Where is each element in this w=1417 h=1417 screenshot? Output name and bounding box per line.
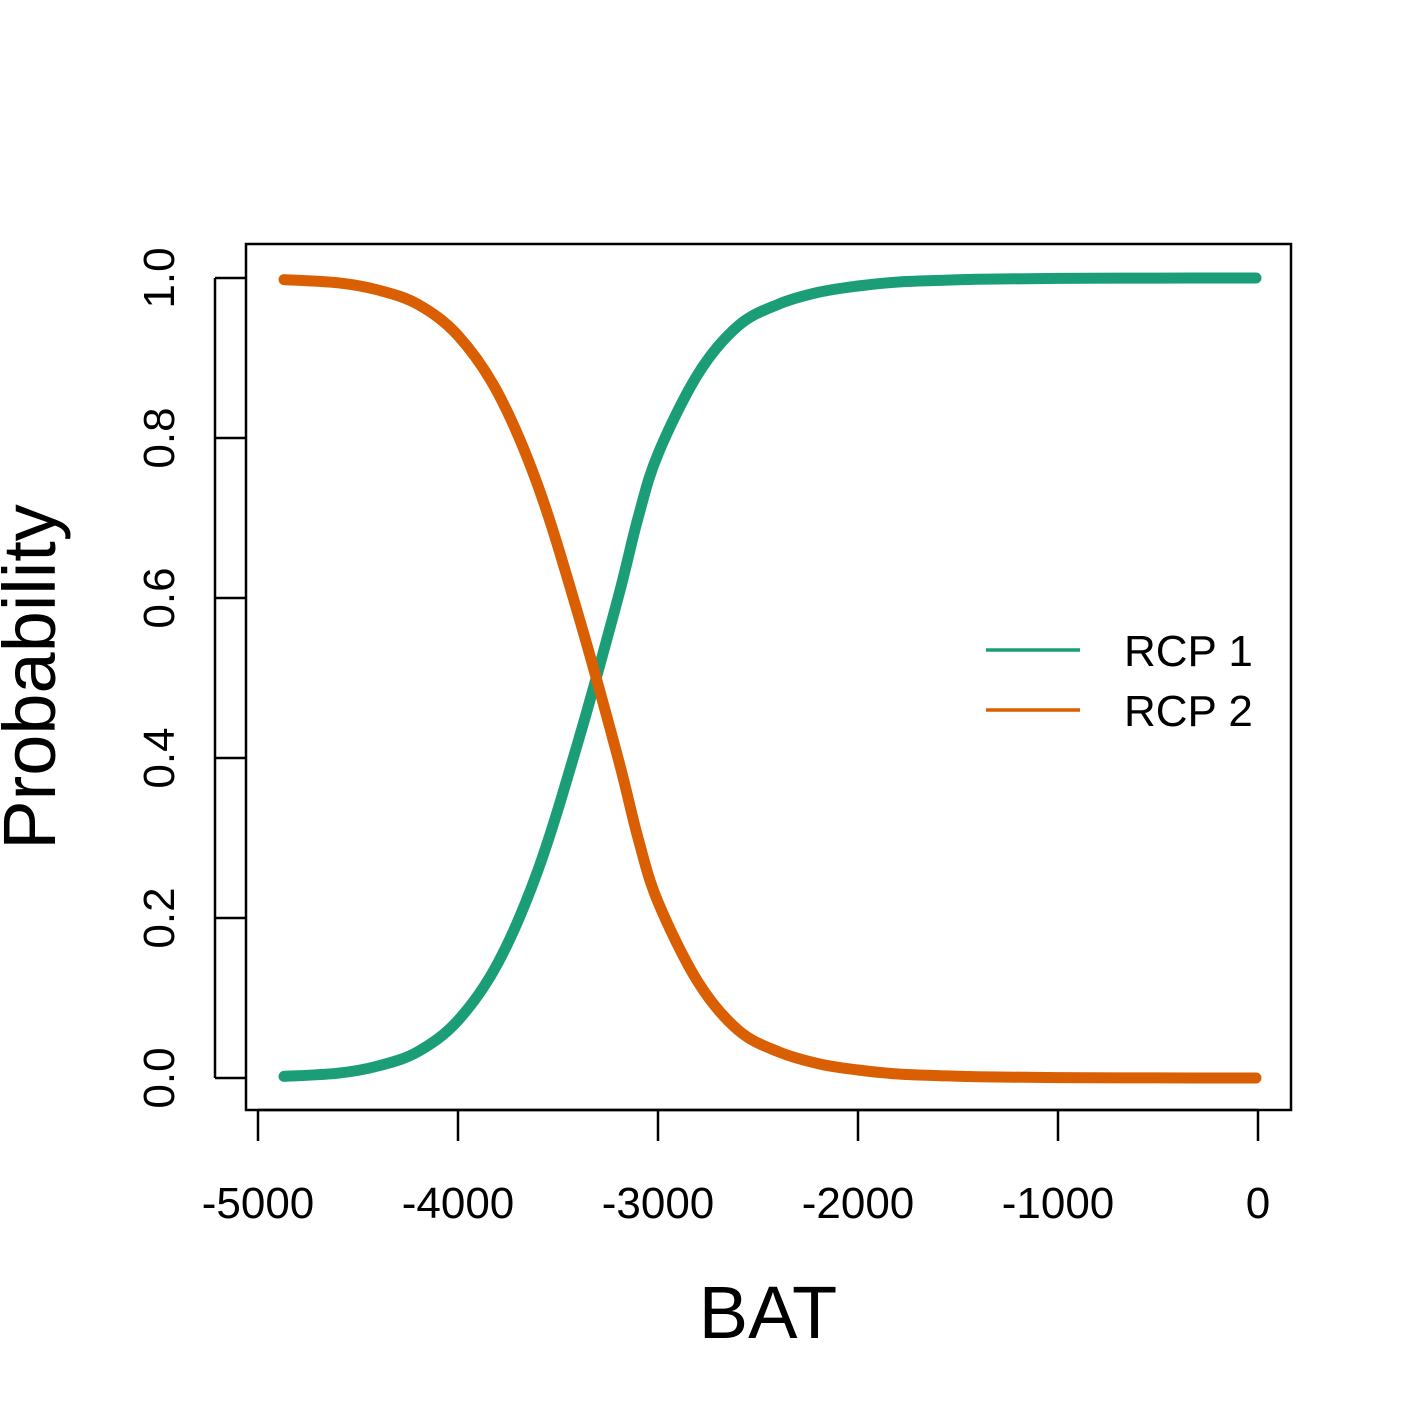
y-tick-label: 0.2 — [135, 887, 184, 948]
y-tick-label: 1.0 — [135, 247, 184, 308]
x-tick-label: -1000 — [1002, 1179, 1115, 1228]
y-axis-title: Probability — [0, 504, 71, 850]
y-tick-label: 0.4 — [135, 727, 184, 788]
plot-frame — [244, 242, 1293, 1112]
y-tick-label: 0.6 — [135, 567, 184, 628]
x-tick-label: 0 — [1246, 1179, 1270, 1228]
series-line-1 — [278, 272, 1262, 1082]
y-tick-label: 0.8 — [135, 407, 184, 468]
legend-label-2: RCP 2 — [1124, 687, 1253, 736]
x-tick-label: -2000 — [802, 1179, 915, 1228]
x-tick-label: -5000 — [202, 1179, 315, 1228]
x-axis-title: BAT — [699, 1271, 837, 1354]
series-line-2 — [278, 274, 1262, 1084]
y-tick-label: 0.0 — [135, 1047, 184, 1108]
x-tick-label: -4000 — [402, 1179, 515, 1228]
legend-label-1: RCP 1 — [1124, 627, 1253, 676]
legend: RCP 1 RCP 2 — [986, 627, 1253, 736]
x-tick-label: -3000 — [602, 1179, 715, 1228]
